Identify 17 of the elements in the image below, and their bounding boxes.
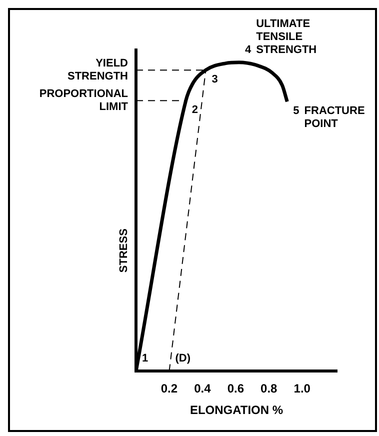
x-tick-label: 1.0	[294, 382, 311, 396]
annotation: 1	[142, 352, 148, 365]
annotation: ULTIMATE TENSILE STRENGTH	[256, 18, 317, 56]
x-axis-title: ELONGATION %	[190, 403, 284, 418]
x-tick-label: 0.2	[160, 382, 178, 396]
series-label: YIELD STRENGTH	[68, 58, 128, 83]
x-tick-label: 0.4	[194, 382, 212, 396]
annotation: (D)	[175, 352, 191, 365]
annotation: FRACTURE POINT	[304, 105, 365, 130]
series-label: PROPORTIONAL LIMIT	[39, 88, 128, 114]
y-axis-title: STRESS	[118, 228, 130, 273]
annotation: 3	[212, 74, 218, 86]
annotation: 2	[192, 104, 198, 116]
x-tick-label: 0.6	[227, 382, 244, 396]
annotation: 5	[293, 105, 300, 118]
annotation: 4	[244, 44, 252, 56]
x-tick-label: 0.8	[260, 382, 278, 396]
